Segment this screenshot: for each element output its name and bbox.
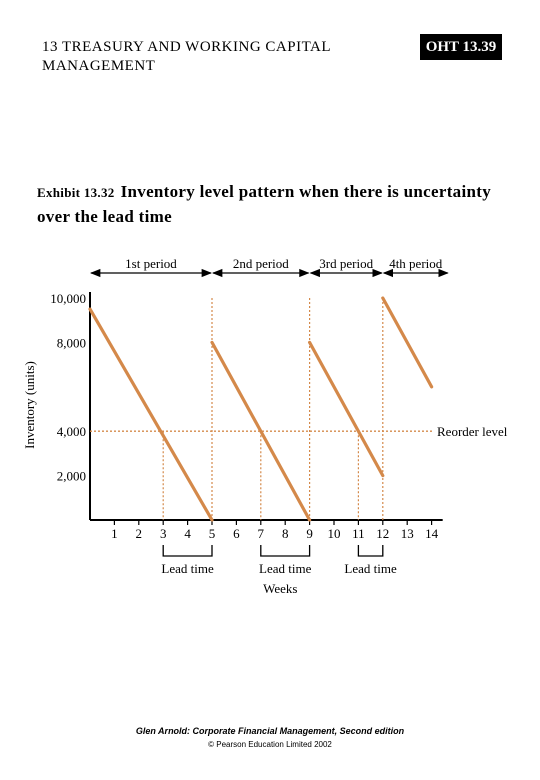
reorder-level-label: Reorder level <box>437 424 508 439</box>
y-axis-label: Inventory (units) <box>22 361 37 449</box>
lead-time-bracket <box>260 545 311 557</box>
y-tick-label: 4,000 <box>57 424 86 439</box>
y-tick-label: 2,000 <box>57 469 86 484</box>
header-title: 13 TREASURY AND WORKING CAPITAL MANAGEME… <box>42 39 331 74</box>
x-tick-label: 10 <box>328 526 341 541</box>
inventory-line-segment <box>381 296 434 389</box>
exhibit-title: Inventory level pattern when there is un… <box>37 182 491 226</box>
lead-time-bracket <box>162 545 213 557</box>
inventory-chart: 1 2 3 4 5 6 7 8 9 10 11 12 13 1410,0008,0004,0002,000… <box>22 256 508 596</box>
period-label: 2nd period <box>233 256 289 271</box>
x-tick-label: 3 <box>160 526 167 541</box>
y-tick-label: 8,000 <box>57 335 86 350</box>
x-tick-label: 2 <box>136 526 143 541</box>
x-tick-label: 13 <box>401 526 414 541</box>
period-label: 4th period <box>389 256 443 271</box>
x-tick-label: 7 <box>258 526 265 541</box>
x-tick-label: 1 <box>111 526 118 541</box>
x-tick-label: 11 <box>352 526 365 541</box>
x-tick-label: 12 <box>376 526 389 541</box>
lead-time-label: Lead time <box>344 561 397 576</box>
lead-time-label: Lead time <box>259 561 312 576</box>
period-label: 3rd period <box>319 256 373 271</box>
x-tick-label: 14 <box>425 526 439 541</box>
inventory-line-segment <box>88 307 214 522</box>
y-tick-label: 10,000 <box>50 291 86 306</box>
x-tick-label: 9 <box>306 526 313 541</box>
lead-time-bracket <box>357 545 384 557</box>
x-tick-label: 8 <box>282 526 289 541</box>
footer-copyright: © Pearson Education Limited 2002 <box>208 740 332 749</box>
lead-time-label: Lead time <box>161 561 214 576</box>
x-tick-label: 5 <box>209 526 216 541</box>
exhibit-heading: Exhibit 13.32 Inventory level pattern whe… <box>37 180 497 229</box>
footer-citation: Glen Arnold: Corporate Financial Managem… <box>135 726 405 736</box>
inventory-line-segment <box>308 340 385 478</box>
exhibit-number: Exhibit 13.32 <box>37 185 115 200</box>
period-label: 1st period <box>125 256 177 271</box>
x-tick-label: 4 <box>184 526 191 541</box>
x-tick-label: 6 <box>233 526 240 541</box>
slide-number-badge: OHT 13.39 <box>420 34 502 60</box>
x-axis-label: Weeks <box>263 581 297 596</box>
